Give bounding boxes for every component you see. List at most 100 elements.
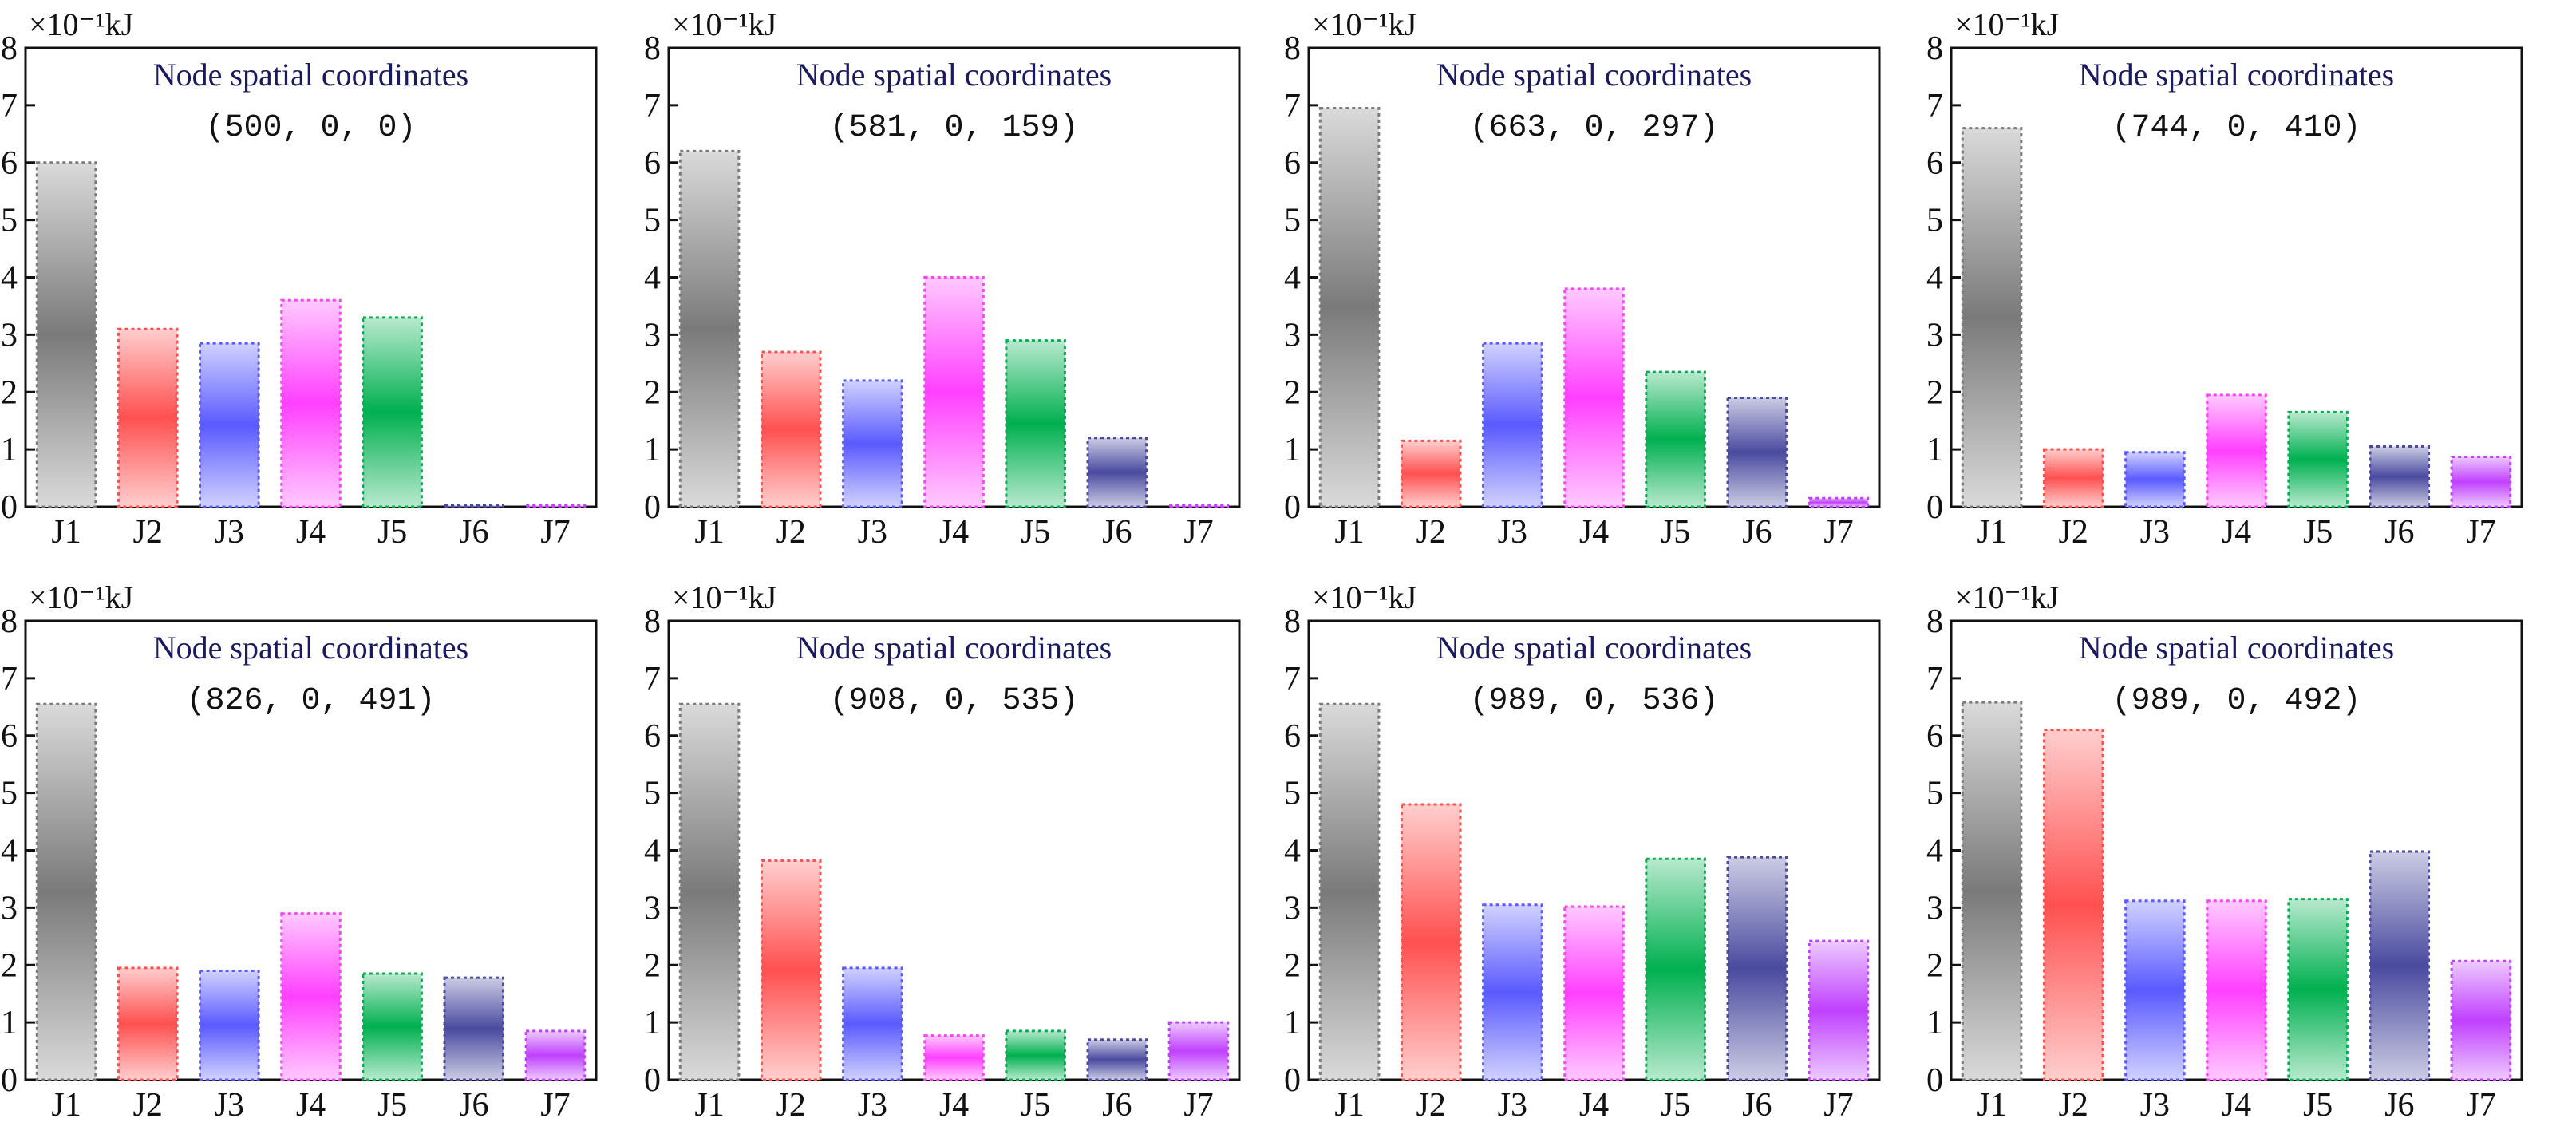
y-unit-label: ×10⁻¹kJ (29, 579, 133, 615)
y-tick-label: 6 (644, 718, 661, 755)
y-tick-label: 0 (644, 1062, 661, 1099)
x-tick-label: J2 (1416, 514, 1446, 551)
x-tick-label: J2 (133, 514, 163, 551)
y-tick-label: 1 (1284, 432, 1301, 468)
y-tick-label: 6 (1, 145, 18, 182)
node-coordinates: (581, 0, 159) (829, 110, 1078, 146)
bar-j3 (199, 969, 260, 1081)
bar-j2 (117, 966, 179, 1081)
y-tick-label: 7 (1, 661, 18, 697)
y-tick-label: 3 (644, 890, 661, 927)
bar-j5 (1645, 370, 1706, 508)
node-coordinates: (908, 0, 535) (829, 683, 1078, 719)
node-coordinates: (500, 0, 0) (205, 110, 416, 146)
bar-j4 (280, 912, 342, 1081)
bar-j2 (1400, 803, 1462, 1081)
y-tick-label: 2 (1926, 374, 1943, 411)
y-tick-label: 1 (1926, 1005, 1943, 1041)
bar-j2 (2042, 448, 2104, 508)
y-tick-label: 3 (644, 317, 661, 354)
panel-title: Node spatial coordinates (796, 57, 1112, 93)
x-tick-label: J4 (2222, 514, 2251, 551)
x-tick-label: J2 (2059, 514, 2088, 551)
y-tick-label: 2 (1, 947, 18, 984)
x-tick-label: J7 (1183, 514, 1213, 551)
bar-j7 (1167, 504, 1230, 508)
bar-j5 (362, 972, 423, 1081)
x-tick-label: J5 (1021, 514, 1050, 551)
bar-j6 (1726, 396, 1788, 508)
x-tick-label: J2 (776, 1087, 806, 1124)
bar-j2 (1400, 439, 1462, 508)
panel-title: Node spatial coordinates (153, 630, 468, 666)
y-tick-label: 4 (1, 833, 18, 870)
y-tick-label: 4 (644, 260, 661, 297)
y-tick-label: 7 (1926, 88, 1943, 124)
x-tick-label: J3 (858, 514, 887, 551)
y-tick-label: 2 (1284, 374, 1301, 411)
y-tick-label: 6 (1926, 718, 1943, 755)
bar-j3 (2124, 451, 2186, 508)
bar-j3 (1482, 342, 1543, 508)
bar-j2 (760, 350, 822, 508)
y-unit-label: ×10⁻¹kJ (672, 6, 776, 42)
bar-j3 (842, 379, 903, 508)
x-tick-label: J6 (1742, 1087, 1772, 1124)
y-tick-label: 4 (1284, 833, 1301, 870)
bar-j1 (1961, 701, 2023, 1081)
bar-j6 (1086, 437, 1148, 508)
y-tick-label: 1 (1926, 432, 1943, 468)
y-tick-label: 0 (1926, 489, 1943, 526)
x-tick-label: J1 (694, 1087, 724, 1124)
y-tick-label: 8 (1284, 603, 1301, 640)
bar-j4 (2206, 899, 2267, 1081)
x-tick-label: J6 (1102, 514, 1132, 551)
y-tick-label: 0 (1284, 489, 1301, 526)
bar-j2 (2042, 729, 2104, 1081)
y-unit-label: ×10⁻¹kJ (1312, 579, 1416, 615)
y-tick-label: 7 (644, 88, 661, 124)
bar-j7 (524, 504, 587, 508)
y-unit-label: ×10⁻¹kJ (1954, 579, 2059, 615)
y-tick-label: 2 (644, 947, 661, 984)
y-tick-label: 2 (1, 374, 18, 411)
bar-j1 (678, 149, 741, 508)
y-tick-label: 4 (1926, 260, 1943, 297)
panel-8: 0 1 2 3 4 5 6 7 8 ×10⁻¹kJ J1 J2 J3 J4 J5 J6 J7 Node spati… (1926, 579, 2523, 1124)
y-tick-label: 7 (1284, 88, 1301, 124)
panel-1: 0 1 2 3 4 5 6 7 8 ×10⁻¹kJ J1 J2 J3 J4 J5 J6 J7 Node spati… (1, 6, 598, 551)
panel-3: 0 1 2 3 4 5 6 7 8 ×10⁻¹kJ J1 J2 J3 J4 J5 J6 J7 Node spati… (1284, 6, 1881, 551)
x-tick-label: J3 (215, 514, 244, 551)
bar-j6 (1086, 1038, 1148, 1081)
x-tick-label: J4 (939, 514, 969, 551)
bar-j7 (2450, 959, 2512, 1081)
y-tick-label: 7 (1284, 661, 1301, 697)
x-tick-label: J6 (1102, 1087, 1132, 1124)
bar-j3 (842, 966, 903, 1081)
x-tick-label: J4 (296, 1087, 326, 1124)
bar-j7 (2450, 455, 2512, 508)
node-coordinates: (663, 0, 297) (1469, 110, 1718, 146)
x-tick-label: J4 (1579, 514, 1609, 551)
bar-j7 (1808, 496, 1870, 508)
bar-j4 (1563, 905, 1625, 1081)
y-tick-label: 0 (644, 489, 661, 526)
y-tick-label: 6 (1284, 145, 1301, 182)
bar-j3 (2124, 899, 2186, 1081)
panel-7: 0 1 2 3 4 5 6 7 8 ×10⁻¹kJ J1 J2 J3 J4 J5 J6 J7 Node spati… (1284, 579, 1881, 1124)
y-tick-label: 1 (644, 432, 661, 468)
y-tick-label: 3 (1926, 317, 1943, 354)
y-tick-label: 7 (1, 88, 18, 124)
x-tick-label: J4 (2222, 1087, 2251, 1124)
x-tick-label: J1 (51, 514, 81, 551)
y-tick-label: 8 (1, 30, 18, 67)
y-tick-label: 0 (1926, 1062, 1943, 1099)
x-tick-label: J7 (1823, 514, 1853, 551)
bar-j5 (1005, 339, 1066, 508)
y-unit-label: ×10⁻¹kJ (1954, 6, 2059, 42)
x-tick-label: J7 (2466, 1087, 2495, 1124)
bar-j1 (35, 702, 97, 1081)
bar-j4 (923, 276, 985, 508)
node-coordinates: (989, 0, 492) (2112, 683, 2361, 719)
y-tick-label: 5 (1926, 203, 1943, 239)
